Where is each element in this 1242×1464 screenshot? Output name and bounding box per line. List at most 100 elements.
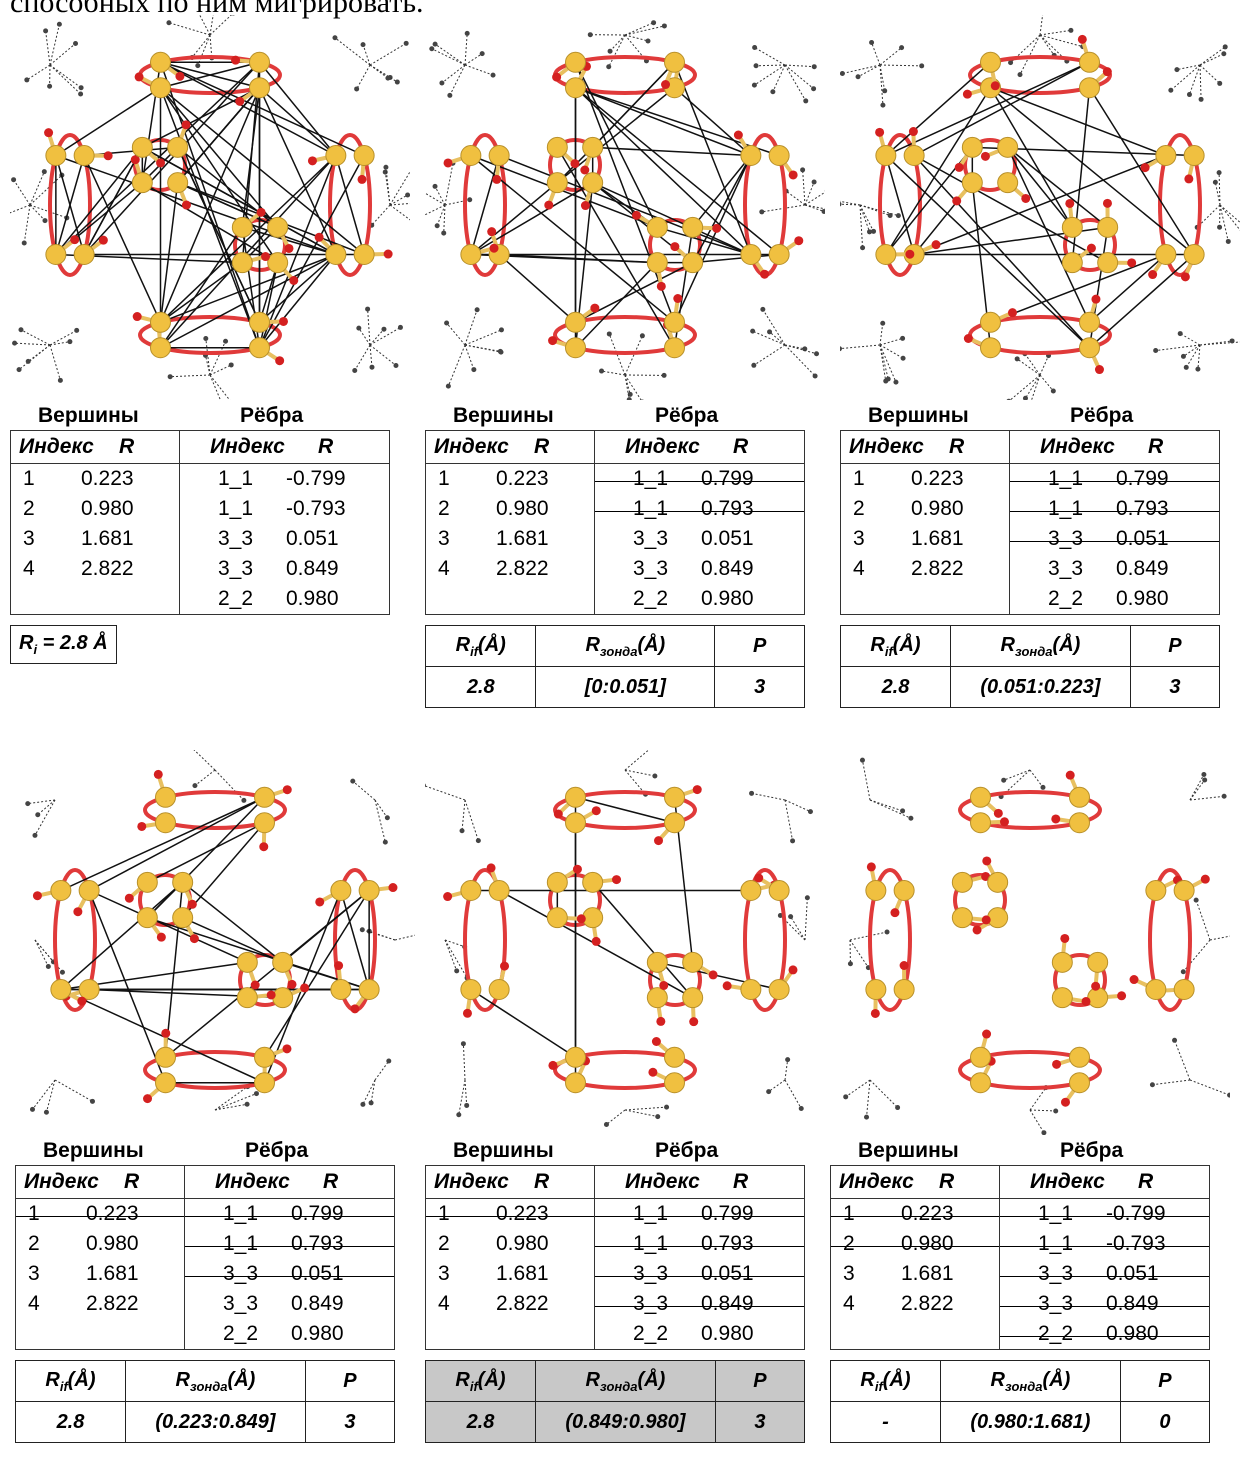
silicon-atom	[489, 881, 509, 901]
data-row: 2_20.980	[11, 584, 390, 615]
probe-point	[464, 1103, 469, 1108]
silicon-atom	[74, 146, 94, 166]
edge-cell: 1_10.799	[1010, 464, 1220, 495]
oxygen-atom	[788, 965, 797, 974]
cell: 3_30.849	[595, 1292, 804, 1316]
result-table: Rif(Å)Rзонда(Å)P2.8(0.849:0.980]3	[425, 1360, 805, 1443]
probe-path	[210, 35, 212, 58]
probe-path	[860, 205, 863, 248]
channel-line	[657, 962, 779, 989]
probe-point	[1227, 1093, 1230, 1098]
cell-index: 2_2	[180, 587, 286, 611]
unit: (Å)	[68, 1369, 96, 1391]
oxygen-atom	[137, 822, 146, 831]
cell: 3_30.051	[1010, 527, 1219, 551]
probe-path	[191, 750, 215, 770]
probe-point	[471, 367, 476, 372]
probe-path	[370, 345, 396, 365]
structure-image	[425, 750, 825, 1135]
probe-point	[1221, 51, 1226, 56]
cell-index: 1_1	[185, 1232, 291, 1256]
edge-cell: 1_10.793	[595, 494, 805, 524]
structure-image	[10, 15, 410, 400]
cell-r: 1.681	[496, 1262, 549, 1286]
probe-point	[599, 369, 604, 374]
probe-point	[398, 325, 403, 330]
oxygen-atom	[289, 276, 298, 285]
cell-index: 3_3	[595, 1292, 701, 1316]
oxygen-atom	[279, 317, 288, 326]
probe-path	[169, 23, 210, 35]
oxygen-atom	[315, 233, 324, 242]
silicon-atom	[273, 988, 293, 1008]
oxygen-atom	[308, 156, 317, 165]
probe-point	[604, 1122, 609, 1127]
silicon-atom	[156, 1073, 176, 1093]
cell-r: 0.223	[86, 1202, 139, 1226]
probe-point	[1178, 331, 1183, 336]
probe-path	[375, 1061, 389, 1080]
probe-path	[870, 800, 903, 811]
silicon-atom	[547, 908, 567, 928]
oxygen-atom	[548, 336, 557, 345]
probe-path	[30, 175, 62, 205]
unit: (Å)	[883, 1369, 911, 1391]
probe-path	[1215, 182, 1220, 205]
edge-cell: 2_20.980	[1010, 584, 1220, 615]
structure-image	[425, 15, 825, 400]
silicon-atom	[249, 52, 269, 72]
probe-path	[625, 336, 642, 375]
silicon-atom	[998, 137, 1018, 157]
silicon-atom	[156, 813, 176, 833]
edges-title: Рёбра	[655, 1139, 718, 1163]
probe-path	[198, 35, 210, 66]
cell-r: R	[1138, 1170, 1153, 1194]
oxygen-atom	[1141, 163, 1150, 172]
silicon-atom	[137, 908, 157, 928]
cell-index: 1_1	[595, 467, 701, 491]
probe-point	[447, 93, 452, 98]
silicon-atom	[566, 813, 586, 833]
oxygen-atom	[1095, 365, 1104, 374]
subscript: i	[33, 642, 37, 657]
cell-index: 2	[831, 1232, 901, 1256]
cell-r: R	[1148, 435, 1163, 459]
symbol: R	[586, 1369, 600, 1391]
probe-point	[369, 1100, 374, 1105]
result-cell: 2.8	[426, 1402, 536, 1443]
oxygen-atom	[612, 875, 621, 884]
vertices-title: Вершины	[453, 404, 554, 428]
probe-path	[30, 205, 45, 221]
channel-line	[576, 797, 675, 822]
cell-index: 2_2	[185, 1322, 291, 1346]
silicon-atom	[866, 979, 886, 999]
silicon-atom	[769, 244, 789, 264]
probe-path	[465, 54, 482, 65]
probe-path	[1025, 354, 1040, 375]
vertex-cell: 42.822	[831, 1289, 1000, 1319]
cell-r: 0.223	[901, 1202, 954, 1226]
cell-r: 0.849	[291, 1292, 344, 1316]
vertex-cell	[426, 1319, 595, 1350]
data-row: 42.8223_30.849	[16, 1289, 395, 1319]
probe-point	[900, 336, 905, 341]
silicon-atom	[46, 146, 66, 166]
probe-point	[662, 373, 667, 378]
cell-r: 0.980	[496, 497, 549, 521]
cell-r: 0.980	[1106, 1322, 1159, 1346]
unit: (Å)	[893, 634, 921, 656]
probe-path	[858, 65, 880, 77]
probe-point	[867, 229, 872, 234]
edge-cell: 3_30.051	[1010, 524, 1220, 554]
probe-point	[352, 368, 357, 373]
panel: ВершиныРёбраИндексRИндексR10.2231_10.799…	[15, 750, 415, 1443]
silicon-atom	[79, 881, 99, 901]
cell: 1_10.799	[595, 1202, 804, 1226]
probe-point	[356, 326, 361, 331]
silicon-atom	[268, 253, 288, 273]
oxygen-atom	[1000, 817, 1009, 826]
probe-point	[811, 86, 816, 91]
oxygen-atom	[182, 201, 191, 210]
probe-path	[435, 44, 465, 65]
